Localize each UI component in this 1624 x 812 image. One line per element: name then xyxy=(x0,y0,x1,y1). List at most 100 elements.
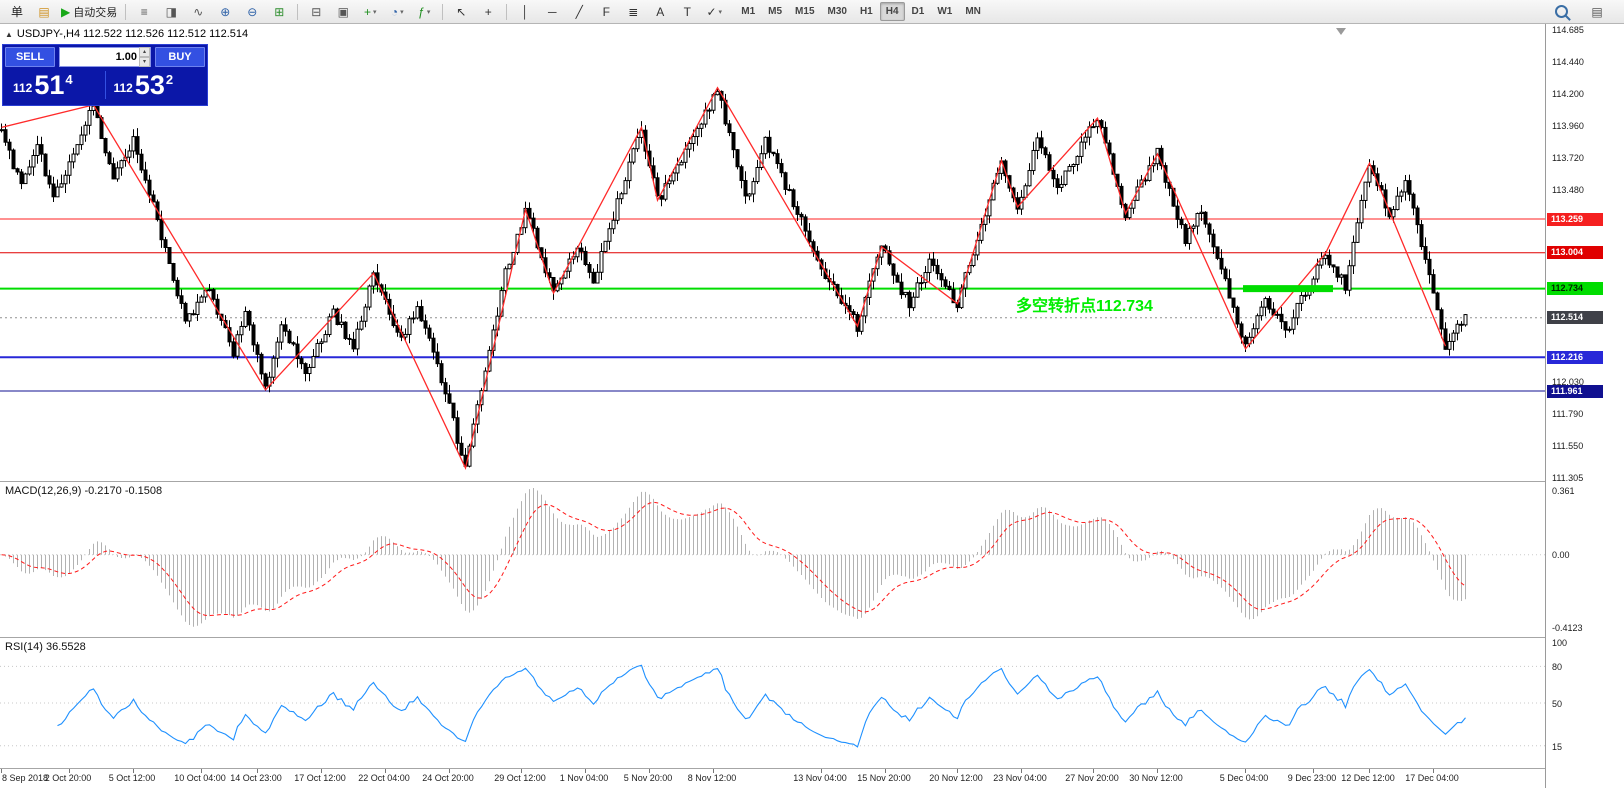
time-tick xyxy=(821,769,822,773)
time-tick xyxy=(321,769,322,773)
timeframe-m5[interactable]: M5 xyxy=(768,6,783,17)
trendline-icon-glyph: ╱ xyxy=(575,4,583,19)
price-chart[interactable]: ▲ USDJPY-,H4 112.522 112.526 112.512 112… xyxy=(0,24,1545,481)
search-icon[interactable] xyxy=(1548,1,1574,23)
time-axis[interactable]: 8 Sep 2018 2 Oct 20:00 5 Oct 12:00 10 Oct 0… xyxy=(0,769,1624,789)
timeframe-mn[interactable]: MN xyxy=(965,6,981,17)
time-label: 10 Oct 04:00 xyxy=(174,773,226,783)
macd-panel[interactable]: MACD(12,26,9) -0.2170 -0.1508 xyxy=(0,482,1545,637)
time-tick xyxy=(1093,769,1094,773)
volume-increase-button[interactable]: ▴ xyxy=(139,47,150,57)
price-badge-111.961: 111.961 xyxy=(1547,384,1603,398)
time-tick xyxy=(649,769,650,773)
one-click-trading-panel: SELL 1.00 ▴ ▾ BUY 112 51 4 1 xyxy=(2,44,208,106)
buy-price: 112 53 2 xyxy=(113,70,174,100)
toolbar-separator xyxy=(125,3,127,20)
profiles-icon-glyph: ◔ xyxy=(390,4,399,19)
price-axis[interactable]: 0.361 0.00 -0.4123 114.685 114.440 114.200… xyxy=(1545,24,1624,788)
autotrading-button-glyph: ▶ xyxy=(61,4,71,19)
horizontal-line-icon-glyph: ─ xyxy=(547,4,557,19)
macd-axis-min: -0.4123 xyxy=(1552,623,1583,633)
price-tick-label: 111.790 xyxy=(1552,408,1584,419)
price-tick-label: 112.030 xyxy=(1552,376,1584,387)
time-tick xyxy=(1433,769,1434,773)
toolbar-separator xyxy=(297,3,299,20)
timeframe-d1[interactable]: D1 xyxy=(911,6,925,17)
line-chart-icon[interactable]: ∿ xyxy=(185,1,211,23)
vertical-line-icon[interactable]: │ xyxy=(512,1,538,23)
zoom-in-icon[interactable]: ⊕ xyxy=(212,1,238,23)
time-tick xyxy=(1021,769,1022,773)
volume-decrease-button[interactable]: ▾ xyxy=(139,57,150,67)
ohlc-bars-icon[interactable]: ≡ xyxy=(131,1,157,23)
time-tick xyxy=(201,769,202,773)
timeframe-w1[interactable]: W1 xyxy=(937,6,953,17)
vertical-line-icon-glyph: │ xyxy=(521,4,529,19)
arrows-icon[interactable]: ✓ ▾ xyxy=(701,1,727,23)
cursor-icon-glyph: ↖ xyxy=(456,4,467,19)
macd-axis-max: 0.361 xyxy=(1552,486,1575,496)
trendline-icon[interactable]: ╱ xyxy=(566,1,592,23)
zoom-out-icon[interactable]: ⊖ xyxy=(239,1,265,23)
toolbar: 单 ▤ ▶ 自动交易 ≡ ◨ ∿ ⊕ ⊖ ⊞ ⊟ ▣ + ▾ ◔ ▾ ƒ ▾ ↖ + │ ─ ╱ F ≣ A T ✓ ▾ M1 M5 M15… xyxy=(0,0,1624,24)
arrange-vertical-icon[interactable]: ▣ xyxy=(330,1,356,23)
price-tick-label: 113.720 xyxy=(1552,152,1584,163)
text-label-icon[interactable]: T xyxy=(674,1,700,23)
arrange-horizontal-icon[interactable]: ⊟ xyxy=(303,1,329,23)
panel-separator[interactable] xyxy=(0,637,1624,638)
candlestick-chart-icon-glyph: ◨ xyxy=(165,4,177,19)
profiles-icon[interactable]: ◔ ▾ xyxy=(384,1,410,23)
price-tick-label: 114.440 xyxy=(1552,57,1584,68)
collapse-icon[interactable]: ▲ xyxy=(5,29,13,39)
timeframe-m15[interactable]: M15 xyxy=(795,6,815,17)
rsi-panel[interactable]: RSI(14) 36.5528 xyxy=(0,638,1545,768)
text-label-icon-glyph: T xyxy=(683,4,691,19)
price-tick-label: 113.480 xyxy=(1552,184,1584,195)
fibonacci-icon[interactable]: F xyxy=(593,1,619,23)
price-divider xyxy=(104,71,106,99)
timeframe-m1[interactable]: M1 xyxy=(741,6,756,17)
price-tick-label: 111.550 xyxy=(1552,440,1584,451)
arrange-vertical-icon-glyph: ▣ xyxy=(337,4,349,19)
indicators-icon[interactable]: ƒ ▾ xyxy=(411,1,437,23)
new-order-button[interactable]: 单 xyxy=(4,1,30,23)
candlestick-canvas[interactable] xyxy=(0,24,1545,481)
market-watch-icon[interactable]: ▤ xyxy=(31,1,57,23)
time-tick xyxy=(257,769,258,773)
time-label: 24 Oct 20:00 xyxy=(422,773,474,783)
crosshair-icon[interactable]: + xyxy=(475,1,501,23)
new-order-button-glyph: 单 xyxy=(10,4,23,19)
horizontal-line-icon[interactable]: ─ xyxy=(539,1,565,23)
cursor-icon[interactable]: ↖ xyxy=(448,1,474,23)
time-tick xyxy=(69,769,70,773)
toolbar-right-group: ▤ xyxy=(1548,1,1610,23)
arrows-icon-glyph: ✓ xyxy=(706,4,717,19)
buy-button[interactable]: BUY xyxy=(155,47,205,67)
time-tick xyxy=(885,769,886,773)
window-properties-icon[interactable]: ▤ xyxy=(1591,4,1603,19)
tile-windows-icon[interactable]: ⊞ xyxy=(266,1,292,23)
timeframe-m30[interactable]: M30 xyxy=(827,6,847,17)
panel-separator[interactable] xyxy=(0,481,1624,482)
autotrading-button[interactable]: ▶ 自动交易 xyxy=(58,1,120,23)
volume-input[interactable]: 1.00 ▴ ▾ xyxy=(59,47,151,67)
text-icon[interactable]: A xyxy=(647,1,673,23)
sell-button[interactable]: SELL xyxy=(5,47,55,67)
rsi-canvas xyxy=(0,664,1545,748)
shapes-icon[interactable]: ≣ xyxy=(620,1,646,23)
new-chart-icon[interactable]: + ▾ xyxy=(357,1,383,23)
new-chart-icon-glyph: + xyxy=(363,4,371,19)
time-tick xyxy=(585,769,586,773)
time-tick xyxy=(521,769,522,773)
time-label: 15 Nov 20:00 xyxy=(857,773,911,783)
timeframe-h4[interactable]: H4 xyxy=(879,2,905,21)
chart-header: ▲ USDJPY-,H4 112.522 112.526 112.512 112… xyxy=(5,28,248,40)
price-tick-label: 111.305 xyxy=(1552,473,1584,483)
candlestick-chart-icon[interactable]: ◨ xyxy=(158,1,184,23)
price-badge-112.514: 112.514 xyxy=(1547,311,1603,325)
time-tick xyxy=(1157,769,1158,773)
autotrading-button-label: 自动交易 xyxy=(73,6,118,19)
timeframe-h1[interactable]: H1 xyxy=(859,6,873,17)
price-badge-113.259: 113.259 xyxy=(1547,212,1603,226)
